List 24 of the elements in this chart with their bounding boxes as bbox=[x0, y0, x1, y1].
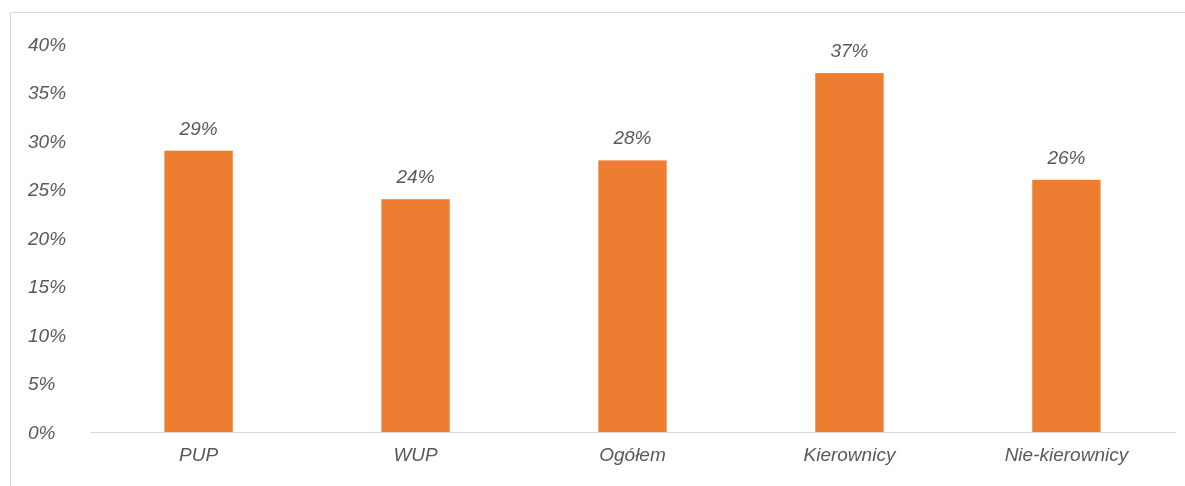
x-tick-label: Ogółem bbox=[599, 444, 666, 466]
y-tick-label: 25% bbox=[27, 179, 67, 201]
y-tick-label: 10% bbox=[28, 324, 67, 346]
y-tick-label: 40% bbox=[28, 33, 67, 55]
x-tick-label: Nie-kierownicy bbox=[1004, 444, 1130, 466]
y-tick-label: 5% bbox=[28, 373, 56, 395]
data-label: 37% bbox=[830, 40, 869, 62]
bar bbox=[164, 150, 233, 432]
x-tick-label: WUP bbox=[393, 444, 439, 466]
data-label: 26% bbox=[1046, 146, 1086, 168]
bar bbox=[598, 160, 667, 432]
y-tick-label: 30% bbox=[28, 130, 67, 152]
bar bbox=[1032, 179, 1101, 432]
x-tick-label: PUP bbox=[179, 444, 219, 466]
data-label: 29% bbox=[178, 117, 218, 139]
y-tick-label: 35% bbox=[28, 82, 67, 104]
y-tick-label: 20% bbox=[27, 227, 67, 249]
y-tick-label: 0% bbox=[28, 421, 56, 443]
data-label: 28% bbox=[612, 127, 652, 149]
y-tick-label: 15% bbox=[28, 276, 67, 298]
bar bbox=[815, 73, 884, 432]
x-tick-label: Kierownicy bbox=[803, 444, 897, 466]
bar bbox=[381, 199, 450, 432]
data-label: 24% bbox=[395, 166, 435, 188]
